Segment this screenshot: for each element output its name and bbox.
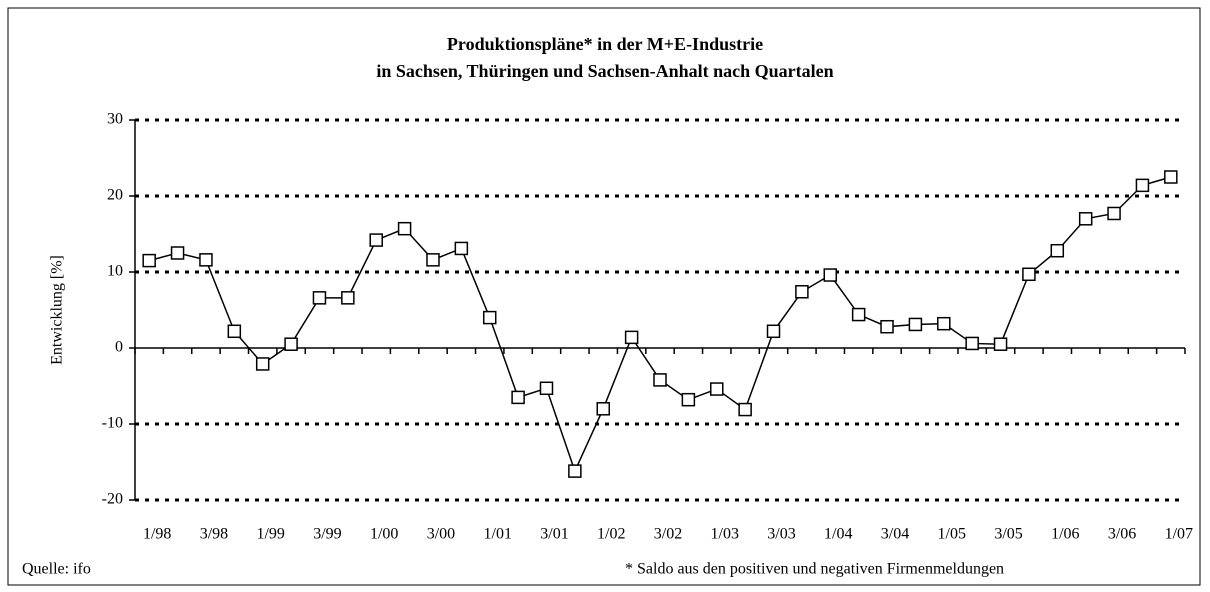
x-tick-label: 1/02 <box>597 526 625 543</box>
x-tick-label: 3/00 <box>427 526 455 543</box>
point-marker <box>965 336 979 351</box>
point-marker <box>568 464 582 478</box>
source: Quelle: ifo <box>22 561 91 578</box>
point-marker <box>908 317 923 332</box>
x-tick-label: 1/98 <box>143 526 171 543</box>
point-marker <box>1164 170 1178 184</box>
y-tick-label: -20 <box>102 491 123 508</box>
point-marker <box>397 221 412 236</box>
point-marker <box>766 324 781 339</box>
point-marker <box>199 253 213 267</box>
point-marker <box>710 382 724 396</box>
y-tick-label: 30 <box>107 111 123 128</box>
point-marker <box>426 253 440 267</box>
point-marker <box>369 233 383 247</box>
x-tick-label: 3/02 <box>654 526 682 543</box>
point-marker <box>1022 267 1036 282</box>
x-tick-label: 1/01 <box>484 526 512 543</box>
point-marker <box>795 285 809 299</box>
chart-title: Produktionspläne* in der M+E-Industrie <box>447 34 763 54</box>
x-tick-label: 3/99 <box>313 526 341 543</box>
point-marker <box>539 381 554 396</box>
point-marker <box>284 337 298 351</box>
point-marker <box>170 246 185 260</box>
point-marker <box>624 330 639 345</box>
y-tick-label: -10 <box>102 415 123 432</box>
x-tick-label: 1/04 <box>824 526 852 543</box>
y-tick-label: 20 <box>107 187 123 204</box>
chart-frame <box>7 7 1201 586</box>
x-tick-label: 3/01 <box>540 526 568 543</box>
point-marker <box>1135 178 1150 193</box>
x-tick-label: 3/06 <box>1108 526 1136 543</box>
point-marker <box>482 310 497 325</box>
chart-title: in Sachsen, Thüringen und Sachsen-Anhalt… <box>376 61 833 81</box>
point-marker <box>596 402 610 416</box>
point-marker <box>312 291 327 305</box>
point-marker <box>142 253 156 268</box>
point-marker <box>681 392 696 407</box>
x-tick-label: 3/05 <box>994 526 1022 543</box>
point-marker <box>880 319 894 334</box>
point-marker <box>653 373 667 387</box>
y-tick-label: 10 <box>107 263 123 280</box>
y-axis-label: Entwicklung [%] <box>49 255 66 365</box>
x-tick-label: 1/03 <box>711 526 739 543</box>
x-tick-label: 3/03 <box>767 526 795 543</box>
point-marker <box>1078 212 1093 226</box>
point-marker <box>1050 243 1065 258</box>
point-marker <box>851 307 866 322</box>
x-tick-label: 1/05 <box>938 526 966 543</box>
point-marker <box>993 337 1008 351</box>
x-tick-label: 3/98 <box>200 526 228 543</box>
x-tick-label: 1/99 <box>256 526 284 543</box>
point-marker <box>341 291 355 305</box>
x-tick-label: 1/06 <box>1051 526 1079 543</box>
point-marker <box>454 241 469 256</box>
point-marker <box>823 268 838 282</box>
point-marker <box>738 402 752 417</box>
point-marker <box>255 357 270 371</box>
point-marker <box>227 324 242 339</box>
x-tick-label: 1/07 <box>1165 526 1193 543</box>
y-tick-label: 0 <box>115 339 123 356</box>
x-tick-label: 3/04 <box>881 526 909 543</box>
point-marker <box>937 316 951 331</box>
point-marker <box>511 390 525 405</box>
point-marker <box>1107 206 1121 221</box>
footnote: * Saldo aus den positiven und negativen … <box>625 561 1004 578</box>
x-tick-label: 1/00 <box>370 526 398 543</box>
